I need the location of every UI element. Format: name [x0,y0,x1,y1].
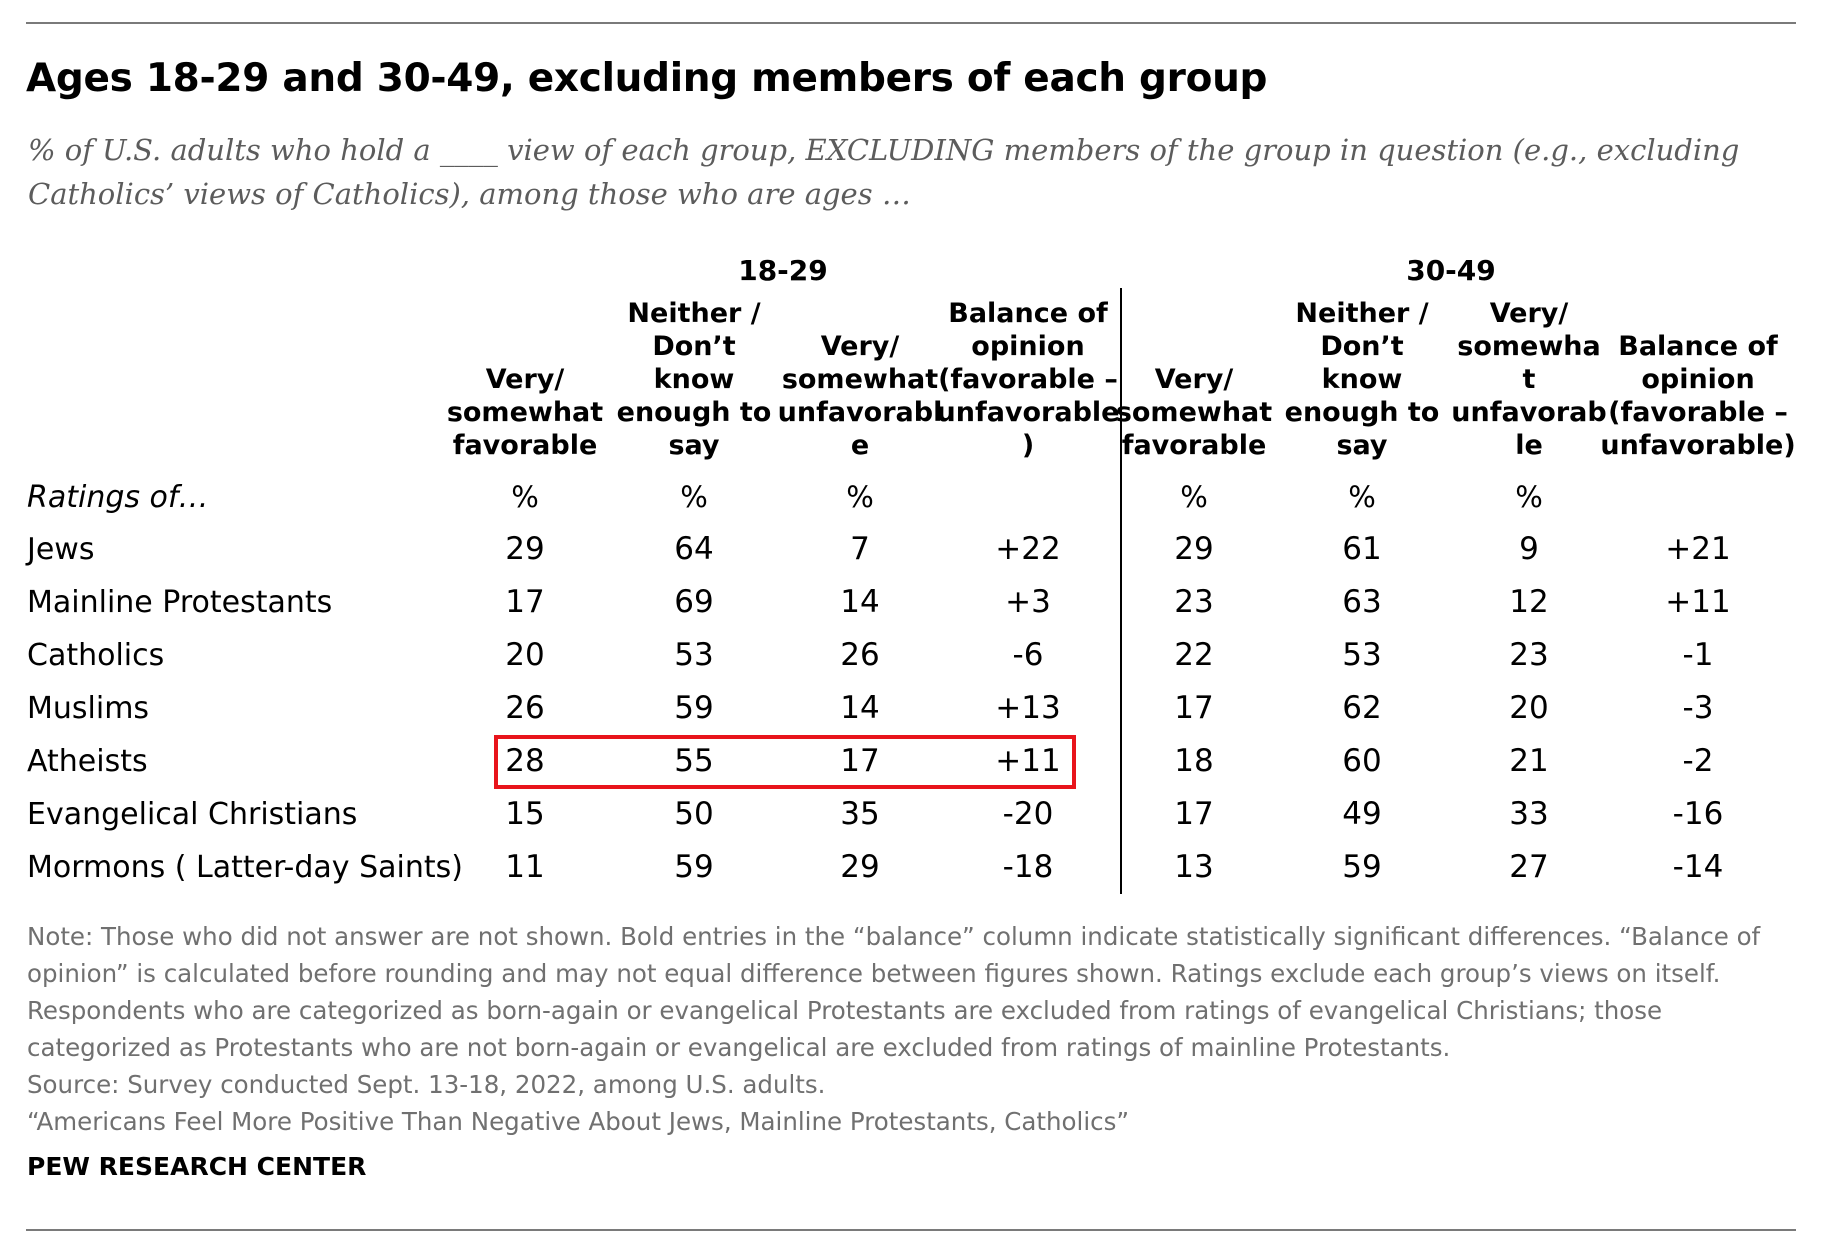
cell-18-29-neither: 55 [674,743,714,779]
unit-18-29-favorable: % [511,480,539,514]
cell-18-29-neither: 64 [674,531,714,567]
unit-18-29-neither: % [680,480,708,514]
cell-18-29-neither: 50 [674,796,714,832]
cell-18-29-unfavorable: 14 [840,584,880,620]
col-header-30-49-balance: Balance of opinion (favorable – unfavora… [1600,331,1796,461]
cell-30-49-unfavorable: 12 [1509,584,1549,620]
row-label: Evangelical Christians [27,797,358,832]
unit-30-49-neither: % [1348,480,1376,514]
cell-30-49-favorable: 22 [1174,637,1214,673]
cell-18-29-unfavorable: 29 [840,849,880,885]
col-header-30-49-neither: Neither / Don’t know enough to say [1284,298,1440,461]
cell-30-49-unfavorable: 20 [1509,690,1549,726]
col-header-30-49-favorable: Very/ somewhat favorable [1115,364,1273,461]
cell-18-29-favorable: 26 [505,690,545,726]
cell-30-49-favorable: 17 [1174,690,1214,726]
unit-18-29-unfavorable: % [846,480,874,514]
cell-18-29-favorable: 28 [505,743,545,779]
notes-block: Note: Those who did not answer are not s… [27,918,1797,1140]
cell-18-29-neither: 59 [674,849,714,885]
table-row: Evangelical Christians 15 50 35 -20 17 49 33 -16 [0,788,1822,841]
row-label: Catholics [27,638,165,673]
cell-18-29-balance: -18 [1002,849,1054,885]
table-row: Mainline Protestants 17 69 14 +3 23 63 12 +11 [0,576,1822,629]
note-text: Note: Those who did not answer are not s… [27,922,1761,1062]
cell-18-29-balance: +22 [995,531,1061,567]
cell-18-29-favorable: 29 [505,531,545,567]
col-header-30-49-unfavorable: Very/ somewha t unfavorab le [1451,298,1607,461]
col-header-18-29-balance: Balance of opinion (favorable – unfavora… [936,298,1120,461]
cell-30-49-balance: -16 [1672,796,1724,832]
table-row: Catholics 20 53 26 -6 22 53 23 -1 [0,629,1822,682]
cell-18-29-neither: 53 [674,637,714,673]
cell-30-49-balance: -3 [1682,690,1714,726]
cell-18-29-balance: +3 [1005,584,1051,620]
highlight-box [494,735,1076,789]
cell-30-49-neither: 53 [1342,637,1382,673]
cell-18-29-balance: +13 [995,690,1061,726]
cell-30-49-balance: +21 [1665,531,1731,567]
cell-18-29-unfavorable: 14 [840,690,880,726]
cell-18-29-balance: -6 [1012,637,1044,673]
cell-30-49-unfavorable: 9 [1519,531,1539,567]
cell-30-49-neither: 49 [1342,796,1382,832]
cell-18-29-balance: -20 [1002,796,1054,832]
cell-30-49-neither: 62 [1342,690,1382,726]
cell-18-29-neither: 59 [674,690,714,726]
col-header-18-29-neither: Neither / Don’t know enough to say [616,298,772,461]
table-row: Atheists 28 55 17 +11 18 60 21 -2 [0,735,1822,788]
table-row: Jews 29 64 7 +22 29 61 9 +21 [0,523,1822,576]
cell-30-49-balance: +11 [1665,584,1731,620]
cell-30-49-favorable: 13 [1174,849,1214,885]
row-label: Muslims [27,691,150,726]
chart-subtitle: % of U.S. adults who hold a ____ view of… [28,133,1740,211]
group-header-30-49: 30-49 [1406,254,1496,287]
group-header-18-29: 18-29 [738,254,828,287]
unit-30-49-favorable: % [1180,480,1208,514]
cell-30-49-balance: -2 [1682,743,1714,779]
col-header-18-29-favorable: Very/ somewhat favorable [446,364,604,461]
row-header-label: Ratings of… [27,480,209,515]
cell-30-49-balance: -14 [1672,849,1724,885]
group-divider [1120,288,1122,894]
pew-logo-text: PEW RESEARCH CENTER [27,1152,367,1181]
chart-title: Ages 18-29 and 30-49, excluding members … [26,56,1268,101]
cell-30-49-neither: 63 [1342,584,1382,620]
cell-30-49-balance: -1 [1682,637,1714,673]
unit-30-49-unfavorable: % [1515,480,1543,514]
cell-18-29-favorable: 17 [505,584,545,620]
bottom-rule [26,1229,1796,1231]
cell-30-49-unfavorable: 23 [1509,637,1549,673]
cell-30-49-favorable: 23 [1174,584,1214,620]
cell-30-49-favorable: 29 [1174,531,1214,567]
cell-18-29-unfavorable: 26 [840,637,880,673]
cell-18-29-unfavorable: 35 [840,796,880,832]
table-row: Mormons ( Latter-day Saints) 11 59 29 -18 13 5… [0,841,1822,894]
cell-18-29-neither: 69 [674,584,714,620]
top-rule [26,22,1796,24]
cell-18-29-favorable: 20 [505,637,545,673]
cell-18-29-unfavorable: 7 [850,531,870,567]
cell-30-49-favorable: 18 [1174,743,1214,779]
table-row: Muslims 26 59 14 +13 17 62 20 -3 [0,682,1822,735]
cell-18-29-unfavorable: 17 [840,743,880,779]
cell-30-49-favorable: 17 [1174,796,1214,832]
col-header-18-29-unfavorable: Very/ somewhat unfavorabl e [777,331,943,461]
report-title-text: “Americans Feel More Positive Than Negat… [27,1107,1130,1136]
cell-30-49-unfavorable: 33 [1509,796,1549,832]
cell-18-29-favorable: 15 [505,796,545,832]
row-label: Atheists [27,744,148,779]
source-text: Source: Survey conducted Sept. 13-18, 20… [27,1070,826,1099]
cell-18-29-favorable: 11 [505,849,545,885]
row-label: Mainline Protestants [27,585,333,620]
cell-30-49-neither: 59 [1342,849,1382,885]
cell-30-49-unfavorable: 27 [1509,849,1549,885]
row-label: Jews [27,532,95,567]
cell-30-49-neither: 61 [1342,531,1382,567]
cell-18-29-balance: +11 [995,743,1061,779]
cell-30-49-neither: 60 [1342,743,1382,779]
row-label: Mormons ( Latter-day Saints) [27,850,463,885]
cell-30-49-unfavorable: 21 [1509,743,1549,779]
